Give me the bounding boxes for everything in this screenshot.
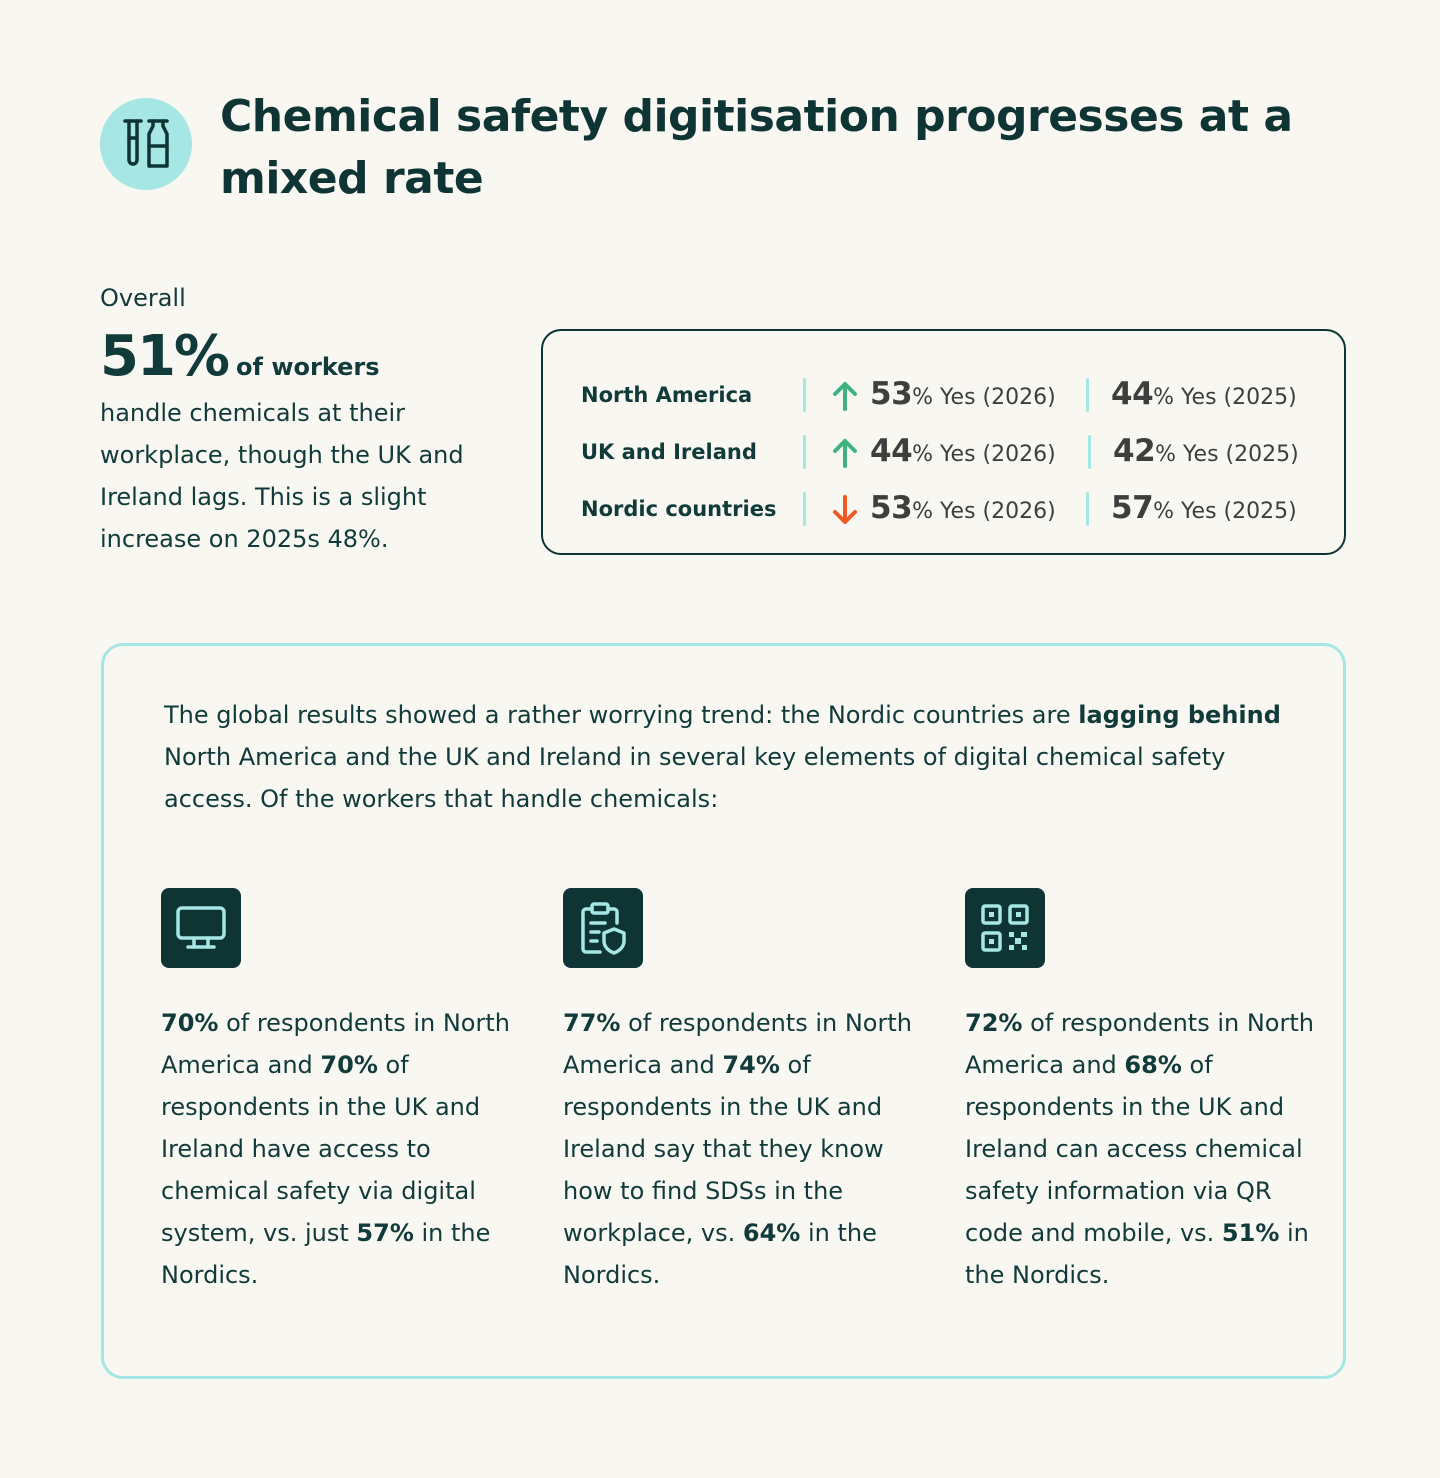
value-2026: 44% Yes (2026) [870,433,1056,469]
page-title: Chemical safety digitisation progresses … [220,91,1293,204]
finding-text: 72% of respondents in North America and … [965,1009,1314,1289]
stat-row-uk-ireland: UK and Ireland 44% Yes (2026) 42% Yes (2… [543,433,1344,473]
qr-code-icon [965,888,1045,968]
divider [803,492,806,526]
findings-panel: The global results showed a rather worry… [101,643,1346,1379]
region-label: Nordic countries [581,497,777,521]
stat-row-nordic: Nordic countries 53% Yes (2026) 57% Yes … [543,490,1344,530]
arrow-down-icon [831,494,859,526]
region-label: UK and Ireland [581,440,757,464]
finding-text: 77% of respondents in North America and … [563,1009,912,1289]
regional-stats-box: North America 53% Yes (2026) 44% Yes (20… [541,329,1346,555]
stat-row-north-america: North America 53% Yes (2026) 44% Yes (20… [543,376,1344,416]
overall-stat: 51% of workers [100,324,380,389]
clipboard-shield-icon [563,888,643,968]
value-2025: 44% Yes (2025) [1111,376,1297,412]
divider [1086,492,1089,526]
finding-card-qr-mobile: 72% of respondents in North America and … [965,888,1315,1296]
value-2025: 57% Yes (2025) [1111,490,1297,526]
divider [803,378,806,412]
value-2026: 53% Yes (2026) [870,376,1056,412]
test-tubes-icon [100,98,192,190]
overall-label: Overall [100,284,186,312]
overall-percentage: 51% [100,324,230,389]
overall-description: handle chemicals at their workplace, tho… [100,399,464,553]
value-2025: 42% Yes (2025) [1113,433,1299,469]
finding-card-sds: 77% of respondents in North America and … [563,888,913,1296]
divider [1086,378,1089,412]
value-2026: 53% Yes (2026) [870,490,1056,526]
monitor-icon [161,888,241,968]
overall-subject: of workers [236,353,380,381]
finding-text: 70% of respondents in North America and … [161,1009,510,1289]
intro-text: The global results showed a rather worry… [164,701,1281,813]
finding-card-digital-access: 70% of respondents in North America and … [161,888,511,1296]
divider [803,435,806,469]
arrow-up-icon [831,437,859,469]
region-label: North America [581,383,753,407]
arrow-up-icon [831,380,859,412]
divider [1088,435,1091,469]
